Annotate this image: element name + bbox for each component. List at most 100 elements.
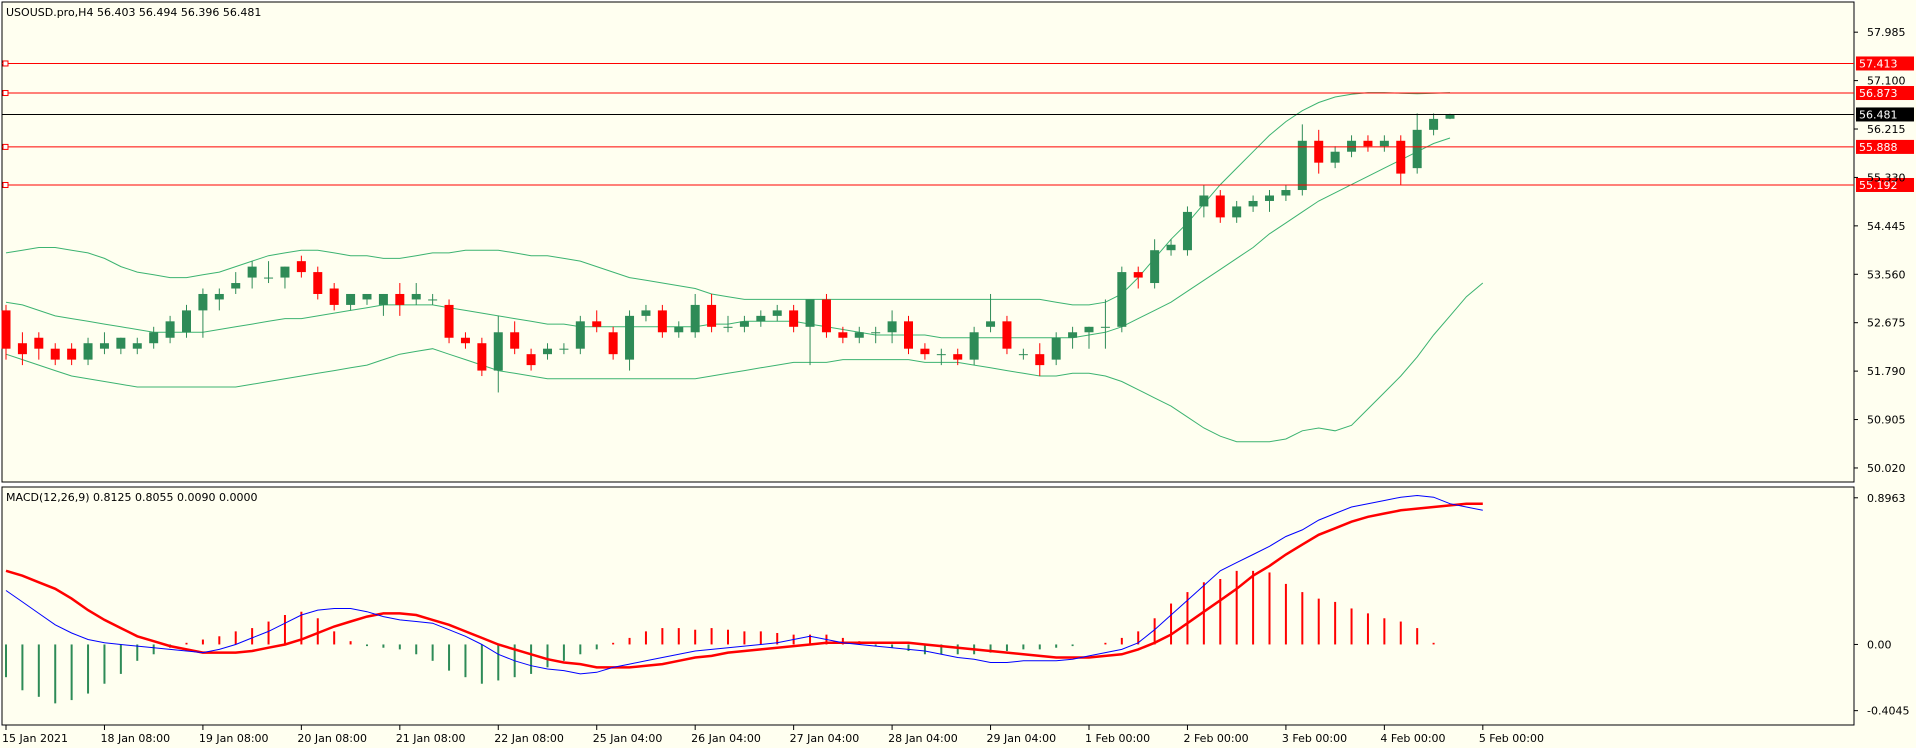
macd-tick-label: 0.00 [1867,638,1892,651]
candle-body [67,348,77,360]
time-tick-label: 1 Feb 00:00 [1085,732,1150,745]
candle [378,293,388,316]
candle [904,315,913,355]
macd-panel[interactable] [1,486,1855,726]
price-axis-area [1855,0,1916,748]
candle [1084,326,1094,349]
candle [805,299,815,366]
candle-body [1117,272,1127,327]
candle-body [707,304,717,327]
time-tick-label: 19 Jan 08:00 [199,732,269,745]
candle-body [854,332,864,338]
candle-body [214,293,224,300]
candle-body [1232,206,1242,218]
candle-body [641,310,651,316]
candle [641,304,651,322]
candle-body [953,354,963,360]
candle-body [739,321,749,327]
candle-body [411,293,421,300]
candle-body [936,354,946,356]
time-tick-label: 15 Jan 2021 [2,732,68,745]
candle-body [132,343,142,349]
candle [1100,299,1110,349]
candle-body [1445,114,1455,119]
time-tick-label: 4 Feb 00:00 [1380,732,1445,745]
candle-body [1,310,11,349]
candle-body [805,299,815,327]
price-panel[interactable] [1,1,1855,483]
candle-body [493,332,503,371]
candle-body [1265,195,1274,201]
candle [1232,200,1242,223]
bollinger-lower-line [5,282,1484,443]
candle [444,299,454,344]
candle [1429,113,1439,136]
candle-body [165,321,175,338]
candle [1248,195,1258,212]
time-tick-label: 3 Feb 00:00 [1282,732,1347,745]
candle-body [395,293,405,305]
candle-body [969,332,979,360]
candle [543,343,552,360]
candle-body [526,354,536,366]
candle [1068,326,1078,349]
candle-body [904,321,913,349]
candle [362,293,372,305]
current-price-label: 56.481 [1859,108,1898,121]
candle [674,321,684,338]
time-axis-area [0,726,1916,748]
candle-body [296,261,306,273]
candle [1182,206,1192,256]
candle-body [460,337,470,344]
candle-body [986,321,996,327]
candle [99,332,109,355]
candle-body [690,304,700,333]
candle-body [362,293,372,300]
candle [1133,266,1143,289]
level-price-label: 55.888 [1859,141,1898,154]
candle [936,348,946,366]
candle-body [723,326,733,328]
level-handle [2,143,9,150]
macd-main-line [5,494,1483,675]
candle-body [575,321,585,349]
current-price-tag [1856,107,1914,122]
candle [1117,266,1127,333]
macd-signal-line [5,502,1483,669]
candle-body [1068,332,1078,338]
level-price-tag [1856,56,1914,71]
macd-tick-label: -0.4045 [1867,705,1909,718]
candle [1281,184,1291,201]
candle [329,283,339,311]
candle [1412,113,1422,174]
candle-body [444,304,454,338]
candle-body [838,332,848,338]
time-tick-label: 18 Jan 08:00 [100,732,170,745]
candle [838,326,848,344]
candle [83,337,93,366]
time-tick-label: 5 Feb 00:00 [1479,732,1544,745]
candle [575,315,585,355]
candle-body [772,310,782,316]
candle-body [887,321,897,333]
candle [198,288,208,338]
candle [510,321,520,355]
candle [1051,332,1061,366]
candle [428,293,438,305]
candle-body [1396,140,1406,174]
candle [67,343,77,366]
candle [280,266,290,289]
candle-body [1330,151,1340,163]
candle [969,326,979,366]
candle-body [50,348,60,360]
axes: 57.413 56.873 55.888 55.192 56.481 57.985 57.1… [2,26,1914,745]
candle-body [1166,244,1176,251]
candle-body [1412,129,1422,169]
candle [887,310,897,344]
candle-body [625,315,635,360]
candle-body [1018,354,1028,356]
candle [854,326,864,344]
candle [149,326,159,349]
candle [1330,146,1340,169]
